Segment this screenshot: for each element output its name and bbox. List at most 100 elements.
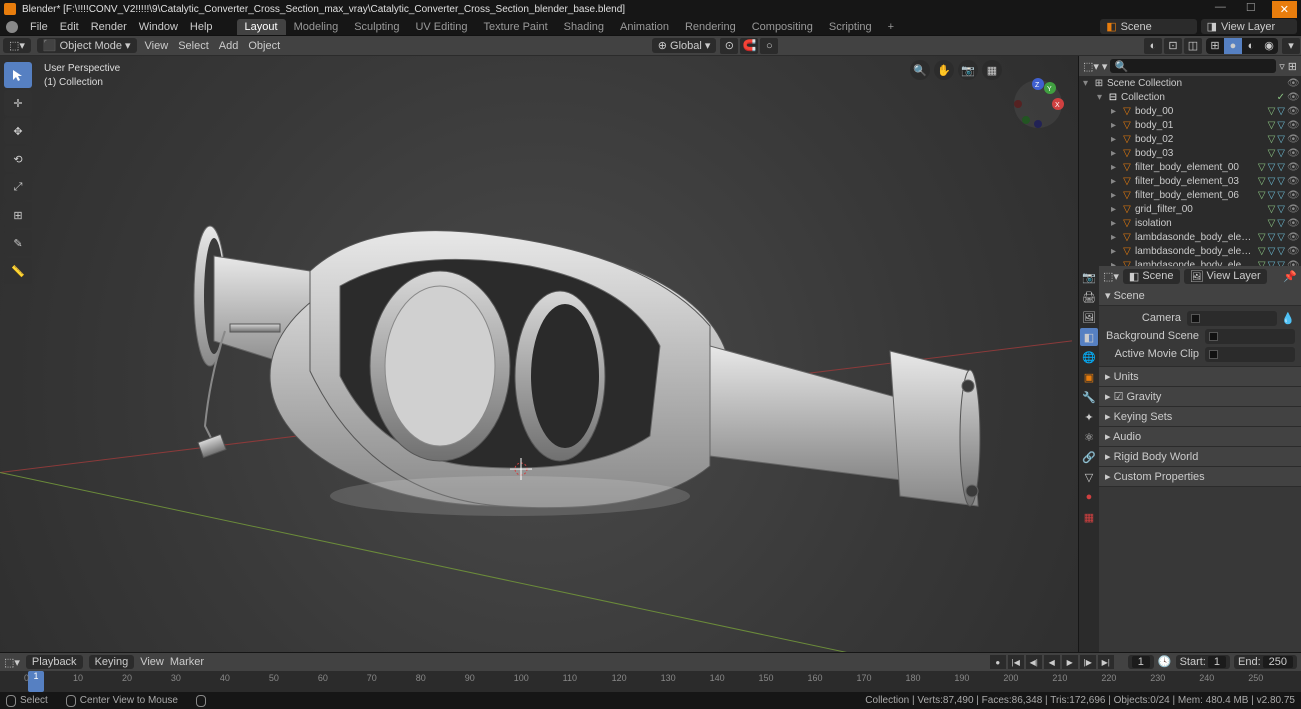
outliner-item[interactable]: ▸▽body_00▽▽👁 bbox=[1079, 104, 1301, 118]
outliner-tree[interactable]: ▾⊞Scene Collection👁▾⊟Collection✓👁▸▽body_… bbox=[1079, 76, 1301, 266]
close-button[interactable]: ✕ bbox=[1272, 1, 1297, 18]
keying-menu[interactable]: Keying bbox=[89, 655, 135, 669]
pivot-dropdown[interactable]: ⊙ bbox=[720, 38, 738, 54]
transform-tool[interactable]: ⊞ bbox=[4, 202, 32, 228]
object-menu[interactable]: Object bbox=[243, 40, 285, 52]
outliner-collection[interactable]: ▾⊟Collection✓👁 bbox=[1079, 90, 1301, 104]
outliner-item[interactable]: ▸▽filter_body_element_00▽▽▽👁 bbox=[1079, 160, 1301, 174]
play[interactable]: ▶ bbox=[1062, 655, 1078, 669]
outliner-search[interactable]: 🔍 bbox=[1110, 59, 1276, 73]
scene-tab[interactable]: ◧ bbox=[1080, 328, 1098, 346]
viewlayer-tab[interactable]: 🖼 bbox=[1080, 308, 1098, 326]
maximize-button[interactable]: ☐ bbox=[1242, 1, 1260, 18]
annotate-tool[interactable]: ✎ bbox=[4, 230, 32, 256]
outliner-root[interactable]: ▾⊞Scene Collection👁 bbox=[1079, 76, 1301, 90]
render-tab[interactable]: 📷 bbox=[1080, 268, 1098, 286]
jump-end[interactable]: ▶| bbox=[1098, 655, 1114, 669]
tab-sculpting[interactable]: Sculpting bbox=[346, 19, 407, 35]
snap-toggle[interactable]: 🧲 bbox=[740, 38, 758, 54]
particle-tab[interactable]: ✦ bbox=[1080, 408, 1098, 426]
outliner-item[interactable]: ▸▽lambdasonde_body_element_00▽▽▽👁 bbox=[1079, 230, 1301, 244]
prop-type-dropdown[interactable]: ⬚▾ bbox=[1103, 270, 1119, 283]
proportional-toggle[interactable]: ○ bbox=[760, 38, 778, 54]
measure-tool[interactable]: 📏 bbox=[4, 258, 32, 284]
end-frame-field[interactable]: End:250 bbox=[1234, 655, 1297, 669]
camera-button[interactable]: 📷 bbox=[958, 60, 978, 80]
outliner-item[interactable]: ▸▽filter_body_element_03▽▽▽👁 bbox=[1079, 174, 1301, 188]
play-reverse[interactable]: ◀ bbox=[1044, 655, 1060, 669]
prop-section-audio[interactable]: ▸ Audio bbox=[1099, 427, 1301, 447]
prop-section-custom-properties[interactable]: ▸ Custom Properties bbox=[1099, 467, 1301, 487]
menu-help[interactable]: Help bbox=[184, 21, 219, 33]
view-layer-input[interactable] bbox=[1221, 21, 1291, 33]
pin-icon[interactable]: 📌 bbox=[1283, 270, 1297, 283]
eyedropper-icon[interactable]: 💧 bbox=[1281, 312, 1295, 325]
outliner-display-dropdown[interactable]: ▾ bbox=[1102, 60, 1108, 73]
outliner-type-dropdown[interactable]: ⬚▾ bbox=[1083, 60, 1099, 73]
outliner-item[interactable]: ▸▽lambdasonde_body_element_01▽▽▽👁 bbox=[1079, 244, 1301, 258]
current-frame-field[interactable]: 1 bbox=[1128, 655, 1154, 669]
overlay-visibility[interactable]: ⊡ bbox=[1164, 38, 1182, 54]
scale-tool[interactable]: ⤢ bbox=[4, 174, 32, 200]
outliner-item[interactable]: ▸▽lambdasonde_body_element_02▽▽▽👁 bbox=[1079, 258, 1301, 266]
outliner-filter[interactable]: ▿ bbox=[1279, 60, 1285, 73]
menu-window[interactable]: Window bbox=[133, 21, 184, 33]
nav-gizmo[interactable]: X Y Z bbox=[1012, 78, 1064, 130]
prop-section-keying-sets[interactable]: ▸ Keying Sets bbox=[1099, 407, 1301, 427]
world-tab[interactable]: 🌐 bbox=[1080, 348, 1098, 366]
tab-animation[interactable]: Animation bbox=[612, 19, 677, 35]
jump-next-key[interactable]: |▶ bbox=[1080, 655, 1096, 669]
prop-value[interactable] bbox=[1187, 311, 1277, 326]
material-tab[interactable]: ● bbox=[1080, 488, 1098, 506]
tab-rendering[interactable]: Rendering bbox=[677, 19, 744, 35]
wireframe-shading[interactable]: ⊞ bbox=[1206, 38, 1224, 54]
tab-shading[interactable]: Shading bbox=[556, 19, 612, 35]
blender-icon[interactable] bbox=[6, 21, 18, 33]
outliner-new-collection[interactable]: ⊞ bbox=[1288, 60, 1297, 73]
scene-chip[interactable]: ◧ Scene bbox=[1123, 269, 1180, 284]
zoom-button[interactable]: 🔍 bbox=[910, 60, 930, 80]
menu-render[interactable]: Render bbox=[85, 21, 133, 33]
object-tab[interactable]: ▣ bbox=[1080, 368, 1098, 386]
constraint-tab[interactable]: 🔗 bbox=[1080, 448, 1098, 466]
scene-section-header[interactable]: ▾ Scene bbox=[1099, 286, 1301, 306]
solid-shading[interactable]: ● bbox=[1224, 38, 1242, 54]
output-tab[interactable]: 🖨 bbox=[1080, 288, 1098, 306]
select-menu[interactable]: Select bbox=[173, 40, 214, 52]
jump-prev-key[interactable]: ◀| bbox=[1026, 655, 1042, 669]
tab-scripting[interactable]: Scripting bbox=[821, 19, 880, 35]
outliner-item[interactable]: ▸▽body_03▽▽👁 bbox=[1079, 146, 1301, 160]
tab-add[interactable]: + bbox=[880, 19, 902, 35]
modifier-tab[interactable]: 🔧 bbox=[1080, 388, 1098, 406]
select-tool[interactable] bbox=[4, 62, 32, 88]
mode-dropdown[interactable]: ⬛Object Mode▾ bbox=[37, 38, 137, 53]
layer-chip[interactable]: 🖼 View Layer bbox=[1184, 269, 1267, 284]
outliner-item[interactable]: ▸▽isolation▽▽👁 bbox=[1079, 216, 1301, 230]
physics-tab[interactable]: ⚛ bbox=[1080, 428, 1098, 446]
data-tab[interactable]: ▽ bbox=[1080, 468, 1098, 486]
menu-file[interactable]: File bbox=[24, 21, 54, 33]
outliner-item[interactable]: ▸▽grid_filter_00▽▽👁 bbox=[1079, 202, 1301, 216]
outliner-item[interactable]: ▸▽body_02▽▽👁 bbox=[1079, 132, 1301, 146]
scene-selector[interactable]: ◧ bbox=[1100, 19, 1196, 34]
pan-button[interactable]: ✋ bbox=[934, 60, 954, 80]
lookdev-shading[interactable]: ◐ bbox=[1242, 38, 1260, 54]
outliner-item[interactable]: ▸▽body_01▽▽👁 bbox=[1079, 118, 1301, 132]
move-tool[interactable]: ✥ bbox=[4, 118, 32, 144]
texture-tab[interactable]: ▦ bbox=[1080, 508, 1098, 526]
gizmo-visibility[interactable]: ◐ bbox=[1144, 38, 1162, 54]
view-layer-selector[interactable]: ◨ bbox=[1201, 19, 1297, 34]
prop-section-gravity[interactable]: ▸ ☑ Gravity bbox=[1099, 387, 1301, 407]
playback-menu[interactable]: Playback bbox=[26, 655, 83, 669]
rendered-shading[interactable]: ◉ bbox=[1260, 38, 1278, 54]
tab-texture[interactable]: Texture Paint bbox=[475, 19, 555, 35]
orientation-dropdown[interactable]: ⊕ Global ▾ bbox=[652, 38, 717, 53]
persp-toggle[interactable]: ▦ bbox=[982, 60, 1002, 80]
prop-value[interactable] bbox=[1205, 347, 1295, 362]
xray-toggle[interactable]: ◫ bbox=[1184, 38, 1202, 54]
3d-viewport[interactable]: User Perspective (1) Collection ✛ ✥ ⟲ ⤢ … bbox=[0, 56, 1078, 652]
cursor-tool[interactable]: ✛ bbox=[4, 90, 32, 116]
prop-section-units[interactable]: ▸ Units bbox=[1099, 367, 1301, 387]
tab-compositing[interactable]: Compositing bbox=[744, 19, 821, 35]
add-menu[interactable]: Add bbox=[214, 40, 244, 52]
